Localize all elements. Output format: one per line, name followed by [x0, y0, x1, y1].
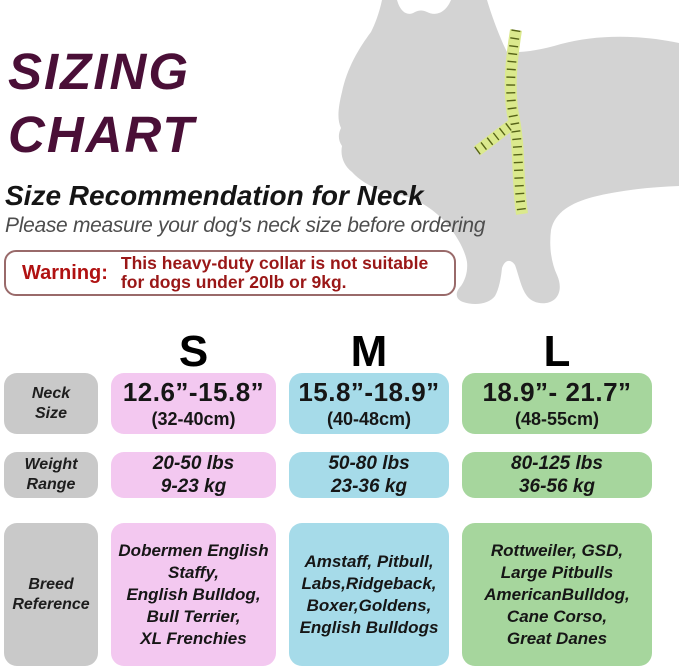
neck-size-cell-m: 15.8”-18.9” (40-48cm)	[289, 373, 449, 434]
neck-size-l-inches: 18.9”- 21.7”	[482, 377, 632, 407]
weight-range-cell-s: 20-50 lbs 9-23 kg	[111, 452, 276, 498]
breed-reference-cell-l: Rottweiler, GSD, Large Pitbulls American…	[462, 523, 652, 666]
measure-note: Please measure your dog's neck size befo…	[5, 214, 486, 237]
neck-size-m-inches: 15.8”-18.9”	[298, 377, 440, 407]
size-chart-table: S M L Neck Size 12.6”-15.8” (32-40cm) 15…	[4, 327, 652, 666]
page-title: SIZING CHART	[8, 40, 196, 166]
neck-size-cell-s: 12.6”-15.8” (32-40cm)	[111, 373, 276, 434]
measuring-tape-icon	[504, 29, 528, 215]
breed-reference-cell-s: Dobermen English Staffy, English Bulldog…	[111, 523, 276, 666]
row-label-neck-size: Neck Size	[4, 373, 98, 434]
page-title-line2: CHART	[8, 106, 196, 163]
neck-size-s-cm: (32-40cm)	[151, 409, 236, 429]
breed-reference-cell-m: Amstaff, Pitbull, Labs,Ridgeback, Boxer,…	[289, 523, 449, 666]
size-header-s: S	[178, 327, 209, 376]
warning-message: This heavy-duty collar is not suitable f…	[120, 253, 429, 292]
neck-size-m-cm: (40-48cm)	[326, 409, 412, 429]
size-header-l: L	[543, 327, 571, 376]
dog-silhouette-image	[338, 0, 679, 304]
row-label-breed-reference: Breed Reference	[4, 523, 98, 666]
section-subtitle: Size Recommendation for Neck	[5, 180, 424, 211]
neck-size-s-inches: 12.6”-15.8”	[122, 377, 265, 407]
measuring-tape-end-ticks	[474, 121, 514, 155]
neck-size-cell-l: 18.9”- 21.7” (48-55cm)	[462, 373, 652, 434]
page-title-line1: SIZING	[8, 43, 191, 100]
warning-label: Warning:	[22, 261, 108, 284]
neck-size-l-cm: (48-55cm)	[514, 409, 600, 429]
weight-range-cell-l: 80-125 lbs 36-56 kg	[462, 452, 652, 498]
size-header-m: M	[350, 327, 388, 376]
row-label-weight-range: Weight Range	[4, 452, 98, 498]
warning-box: Warning: This heavy-duty collar is not s…	[4, 250, 456, 296]
dog-silhouette	[338, 0, 679, 304]
weight-range-cell-m: 50-80 lbs 23-36 kg	[289, 452, 449, 498]
